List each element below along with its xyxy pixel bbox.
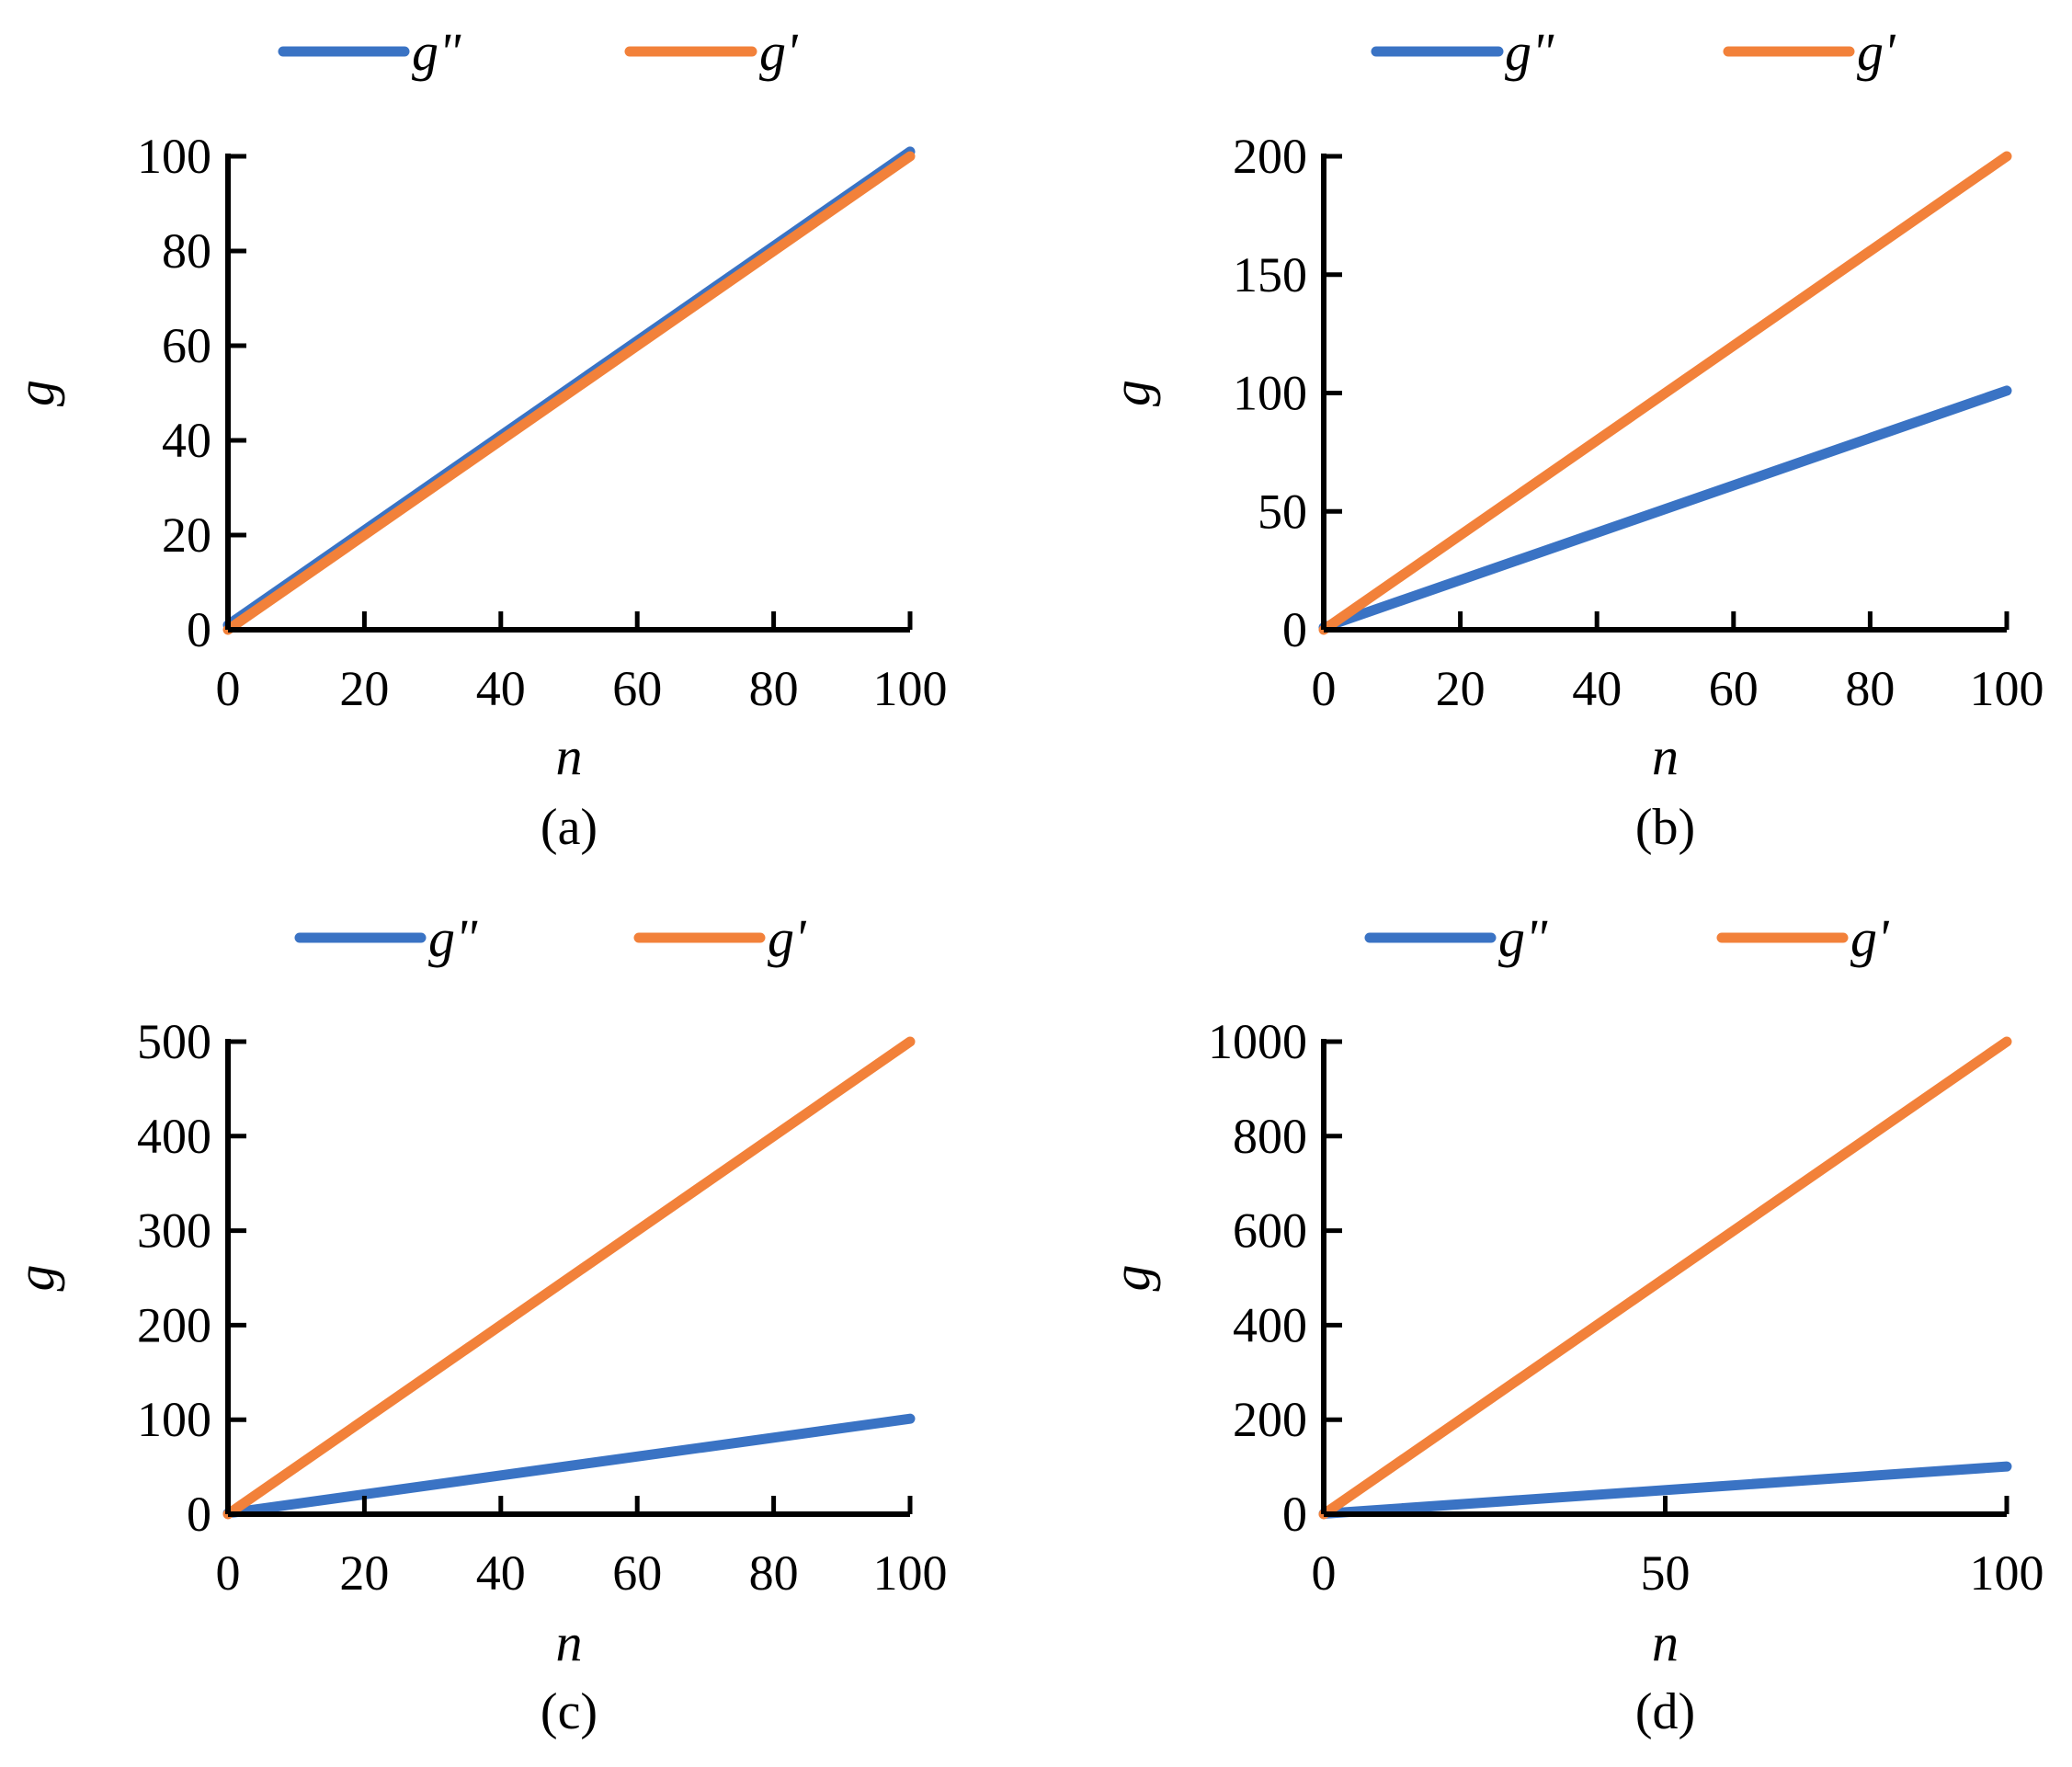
- y-tick-label: 50: [1258, 484, 1307, 539]
- x-tick-label: 0: [1312, 661, 1337, 716]
- y-tick-label: 300: [137, 1203, 211, 1259]
- y-tick-label: 400: [1233, 1297, 1307, 1352]
- series-line-g-prime: [222, 151, 916, 635]
- y-axis-label: g: [1101, 1265, 1161, 1292]
- y-tick-label: 0: [1282, 602, 1307, 657]
- y-tick-label: 200: [1233, 129, 1307, 184]
- x-tick-label: 60: [612, 661, 662, 716]
- y-tick-label: 800: [1233, 1109, 1307, 1164]
- panel-label: (d): [1635, 1683, 1695, 1740]
- legend-label-g-prime: g': [768, 908, 807, 968]
- x-tick-label: 40: [1572, 661, 1622, 716]
- x-tick-label: 20: [339, 661, 389, 716]
- x-axis-label: n: [1652, 1613, 1679, 1672]
- chart-panel-c: 0 100 200 300 400 500 0 20 40 60 80 100 n g (c) g" g': [6, 908, 948, 1740]
- x-axis-label: n: [556, 726, 583, 786]
- series-line-g-double-prime: [1318, 1461, 2012, 1519]
- x-tick-label: 50: [1641, 1545, 1691, 1601]
- series-line-g-prime: [1318, 1036, 2012, 1520]
- y-tick-label: 80: [162, 223, 211, 279]
- y-tick-label: 400: [137, 1109, 211, 1164]
- y-tick-label: 1000: [1208, 1014, 1307, 1069]
- x-tick-label: 80: [749, 1545, 799, 1601]
- x-tick-label: 60: [612, 1545, 662, 1601]
- y-axis-label: g: [1101, 380, 1161, 406]
- y-tick-label: 200: [1233, 1392, 1307, 1447]
- series-line-g-double-prime: [1318, 385, 2012, 633]
- y-tick-label: 150: [1233, 247, 1307, 302]
- y-tick-label: 0: [1282, 1487, 1307, 1542]
- y-tick-label: 600: [1233, 1203, 1307, 1259]
- y-tick-label: 40: [162, 413, 211, 468]
- y-tick-label: 0: [187, 602, 211, 657]
- x-tick-label: 0: [1312, 1545, 1337, 1601]
- y-tick-label: 200: [137, 1297, 211, 1352]
- y-tick-label: 100: [137, 129, 211, 184]
- panel-label: (c): [541, 1683, 598, 1740]
- x-tick-label: 100: [873, 661, 948, 716]
- chart-panel-b: 0 50 100 150 200 0 20 40 60 80 100 n g (b) g" g': [1101, 22, 2044, 856]
- y-tick-label: 500: [137, 1014, 211, 1069]
- x-tick-label: 20: [339, 1545, 389, 1601]
- x-tick-label: 100: [873, 1545, 948, 1601]
- series-line-g-prime: [222, 1036, 916, 1520]
- x-tick-label: 80: [1845, 661, 1895, 716]
- chart-panel-a: 0 20 40 60 80 100 0 20 40 60 80 100 n g (a) g" g': [6, 22, 948, 856]
- x-tick-label: 80: [749, 661, 799, 716]
- y-axis-label: g: [6, 1265, 65, 1292]
- y-tick-label: 0: [187, 1487, 211, 1542]
- legend-label-g-prime: g': [759, 22, 799, 82]
- legend-label-g-double-prime: g": [428, 908, 478, 968]
- y-axis-label: g: [6, 380, 65, 406]
- legend-label-g-prime: g': [1850, 908, 1890, 968]
- legend-label-g-double-prime: g": [412, 22, 461, 82]
- x-tick-label: 40: [476, 661, 526, 716]
- x-tick-label: 100: [1970, 661, 2044, 716]
- y-tick-label: 60: [162, 318, 211, 373]
- panel-label: (b): [1635, 799, 1695, 856]
- x-tick-label: 0: [216, 1545, 241, 1601]
- x-tick-label: 0: [216, 661, 241, 716]
- x-axis-label: n: [1652, 726, 1679, 786]
- x-tick-label: 100: [1970, 1545, 2044, 1601]
- y-tick-label: 20: [162, 507, 211, 563]
- y-tick-label: 100: [137, 1392, 211, 1447]
- x-tick-label: 20: [1436, 661, 1486, 716]
- x-tick-label: 40: [476, 1545, 526, 1601]
- x-tick-label: 60: [1709, 661, 1759, 716]
- series-line-g-prime: [1318, 151, 2012, 635]
- legend-label-g-double-prime: g": [1498, 908, 1548, 968]
- legend-label-g-prime: g': [1857, 22, 1896, 82]
- y-tick-label: 100: [1233, 366, 1307, 421]
- series-line-g-double-prime: [222, 1413, 916, 1519]
- x-axis-label: n: [556, 1613, 583, 1672]
- legend-label-g-double-prime: g": [1505, 22, 1554, 82]
- panel-label: (a): [541, 799, 598, 856]
- chart-panel-d: 0 200 400 600 800 1000 0 50 100 n g (d) g" g': [1101, 908, 2044, 1740]
